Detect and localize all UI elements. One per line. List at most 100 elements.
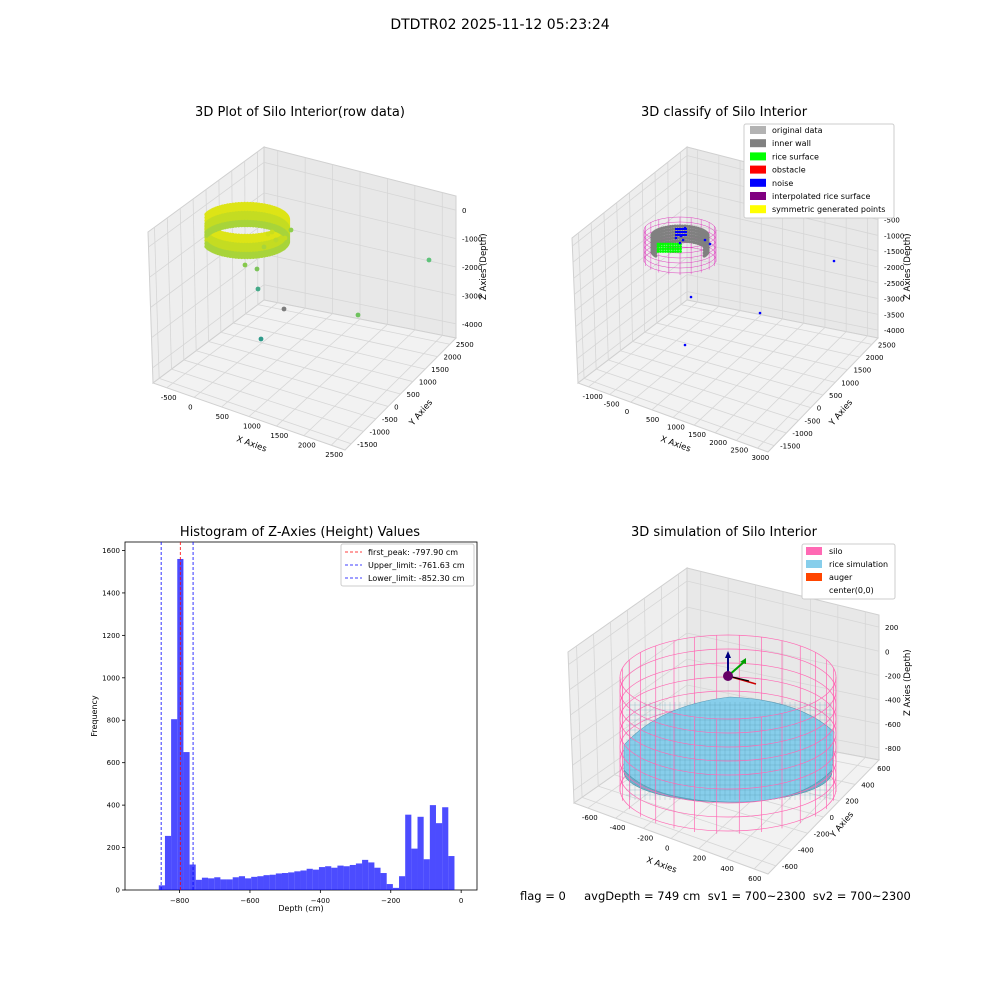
panel2-rice-surface-point	[671, 242, 675, 246]
panel1-outlier-point	[288, 227, 294, 233]
panel2-noise-point	[683, 234, 685, 236]
panel4-xtick: 200	[693, 855, 706, 863]
histogram-bar	[269, 874, 276, 890]
auger-marker	[723, 651, 757, 685]
panel2-ztick: -3500	[884, 311, 904, 319]
panel1-ytick: 1500	[431, 366, 449, 374]
panel2-rice-surface-point	[669, 242, 672, 246]
panel2-inner-wall-point	[671, 239, 675, 243]
panel2-inner-wall-point	[668, 225, 673, 229]
panel4-zlabel: Z Axies (Depth)	[903, 649, 913, 716]
histogram-ytick: 1400	[102, 589, 120, 597]
panel2-rice-surface-point	[664, 245, 667, 248]
histogram-bar	[312, 869, 319, 890]
panel2-ytick: 2500	[878, 341, 896, 349]
panel2-rice-surface-point	[661, 242, 665, 246]
panel1-ytick: 2500	[456, 341, 474, 349]
panel2-rice-surface-point	[669, 250, 672, 253]
panel2-inner-wall-point	[675, 239, 680, 243]
histogram-xtick: 0	[459, 897, 463, 905]
panel2-inner-wall-point	[685, 236, 689, 240]
panel2-noise-point	[703, 238, 707, 242]
histogram-bar	[405, 814, 412, 890]
panel2-legend-swatch	[750, 139, 766, 148]
panel4-ztick: -400	[885, 697, 901, 705]
panel1-point	[269, 229, 275, 235]
histogram-bar	[318, 867, 326, 890]
panel4-legend-label: center(0,0)	[829, 586, 874, 595]
panel2-legend-label: inner wall	[772, 139, 811, 148]
panel2-legend-swatch	[750, 152, 766, 161]
histogram-bar	[362, 859, 369, 890]
panel2-rice-surface-point	[656, 242, 660, 246]
panel1-xlabel: X Axies	[235, 434, 268, 454]
panel2-legend-swatch	[750, 126, 766, 134]
panel2-rice-surface-point	[659, 247, 662, 251]
panel4-xlabel: X Axies	[645, 855, 678, 875]
panel-simulation-3d-plot: 3D simulation of Silo Interior -600-400-…	[567, 525, 913, 883]
panel2-legend-label: rice surface	[772, 152, 819, 161]
panel4-ytick: 400	[861, 781, 874, 789]
panel2-inner-wall-point	[671, 227, 675, 231]
panel2-ylabel: Y Axies	[827, 398, 855, 429]
panel1-xtick: 1500	[270, 432, 288, 440]
histogram-bar	[417, 816, 424, 890]
panel2-ztick: -500	[884, 217, 900, 225]
panel2-noise-point	[689, 295, 693, 299]
panel2-legend-label: noise	[772, 179, 793, 188]
panel2-xtick: -1000	[583, 393, 603, 401]
histogram-ytick: 1200	[102, 632, 120, 640]
panel2-noise-point	[681, 234, 683, 236]
panel4-ytick: -200	[814, 830, 830, 838]
panel1-xtick: 1000	[243, 423, 261, 431]
histogram-xtick: −200	[381, 897, 400, 905]
panel2-inner-wall-point	[702, 251, 706, 255]
status-line: flag = 0 avgDepth = 749 cm sv1 = 700~230…	[520, 889, 911, 903]
histogram-bar	[171, 719, 178, 890]
panel1-ztick: -4000	[462, 321, 482, 329]
histogram-legend: first_peak: -797.90 cm Upper_limit: -761.…	[340, 543, 475, 587]
panel2-floor-pane	[576, 299, 879, 453]
panel2-inner-wall-point	[671, 224, 675, 228]
panel1-point	[282, 235, 288, 241]
panel4-legend-swatch	[806, 547, 822, 555]
panel1-point	[261, 244, 267, 250]
panel2-ytick: 1500	[853, 367, 871, 375]
panel2-noise-point	[681, 231, 683, 233]
panel2-inner-wall-point	[678, 239, 682, 243]
panel2-legend-swatch	[750, 205, 766, 214]
panel2-rice-surface-point	[666, 245, 670, 248]
panel1-outlier-point	[426, 257, 432, 263]
panel2-inner-wall-point	[678, 224, 682, 228]
panel2-rice-surface-point	[656, 247, 660, 251]
panel2-rice-surface-point	[659, 242, 662, 246]
histogram-bar	[331, 867, 338, 890]
panel1-ytick: 0	[394, 403, 398, 411]
figure-title: DTDTR02 2025-11-12 05:23:24	[390, 17, 610, 33]
histogram-legend-label: Upper_limit: -761.63 cm	[368, 561, 465, 570]
histogram-bar	[257, 876, 264, 890]
panel4-ztick: 200	[885, 624, 898, 632]
panel2-legend-label: obstacle	[772, 166, 806, 175]
histogram-ylabel: Frequency	[90, 695, 99, 737]
panel-raw-3d-plot: 3D Plot of Silo Interior(row data) -500 0…	[147, 105, 489, 459]
panel4-ytick: -400	[798, 847, 814, 855]
panel2-xtick: 3000	[751, 454, 769, 462]
panel2-rice-surface-point	[679, 245, 682, 248]
panel2-xtick: 2500	[730, 447, 748, 455]
panel2-xtick: 1500	[688, 431, 706, 439]
panel4-legend-label: auger	[829, 573, 853, 582]
panel2-noise-point	[679, 228, 681, 230]
panel2-noise-point	[677, 231, 679, 233]
panel1-outlier-point	[281, 306, 287, 312]
histogram-bar	[288, 872, 295, 890]
panel2-noise-point	[678, 241, 682, 245]
panel2-inner-wall-point	[702, 254, 706, 258]
panel1-ytick: 1000	[419, 379, 437, 387]
panel2-inner-wall-point	[668, 237, 673, 241]
panel1-xtick: 2500	[325, 451, 343, 459]
histogram-bar	[164, 835, 172, 890]
histogram-bar	[325, 866, 332, 890]
panel2-ztick: -2500	[884, 280, 904, 288]
panel2-noise-point	[677, 228, 679, 230]
